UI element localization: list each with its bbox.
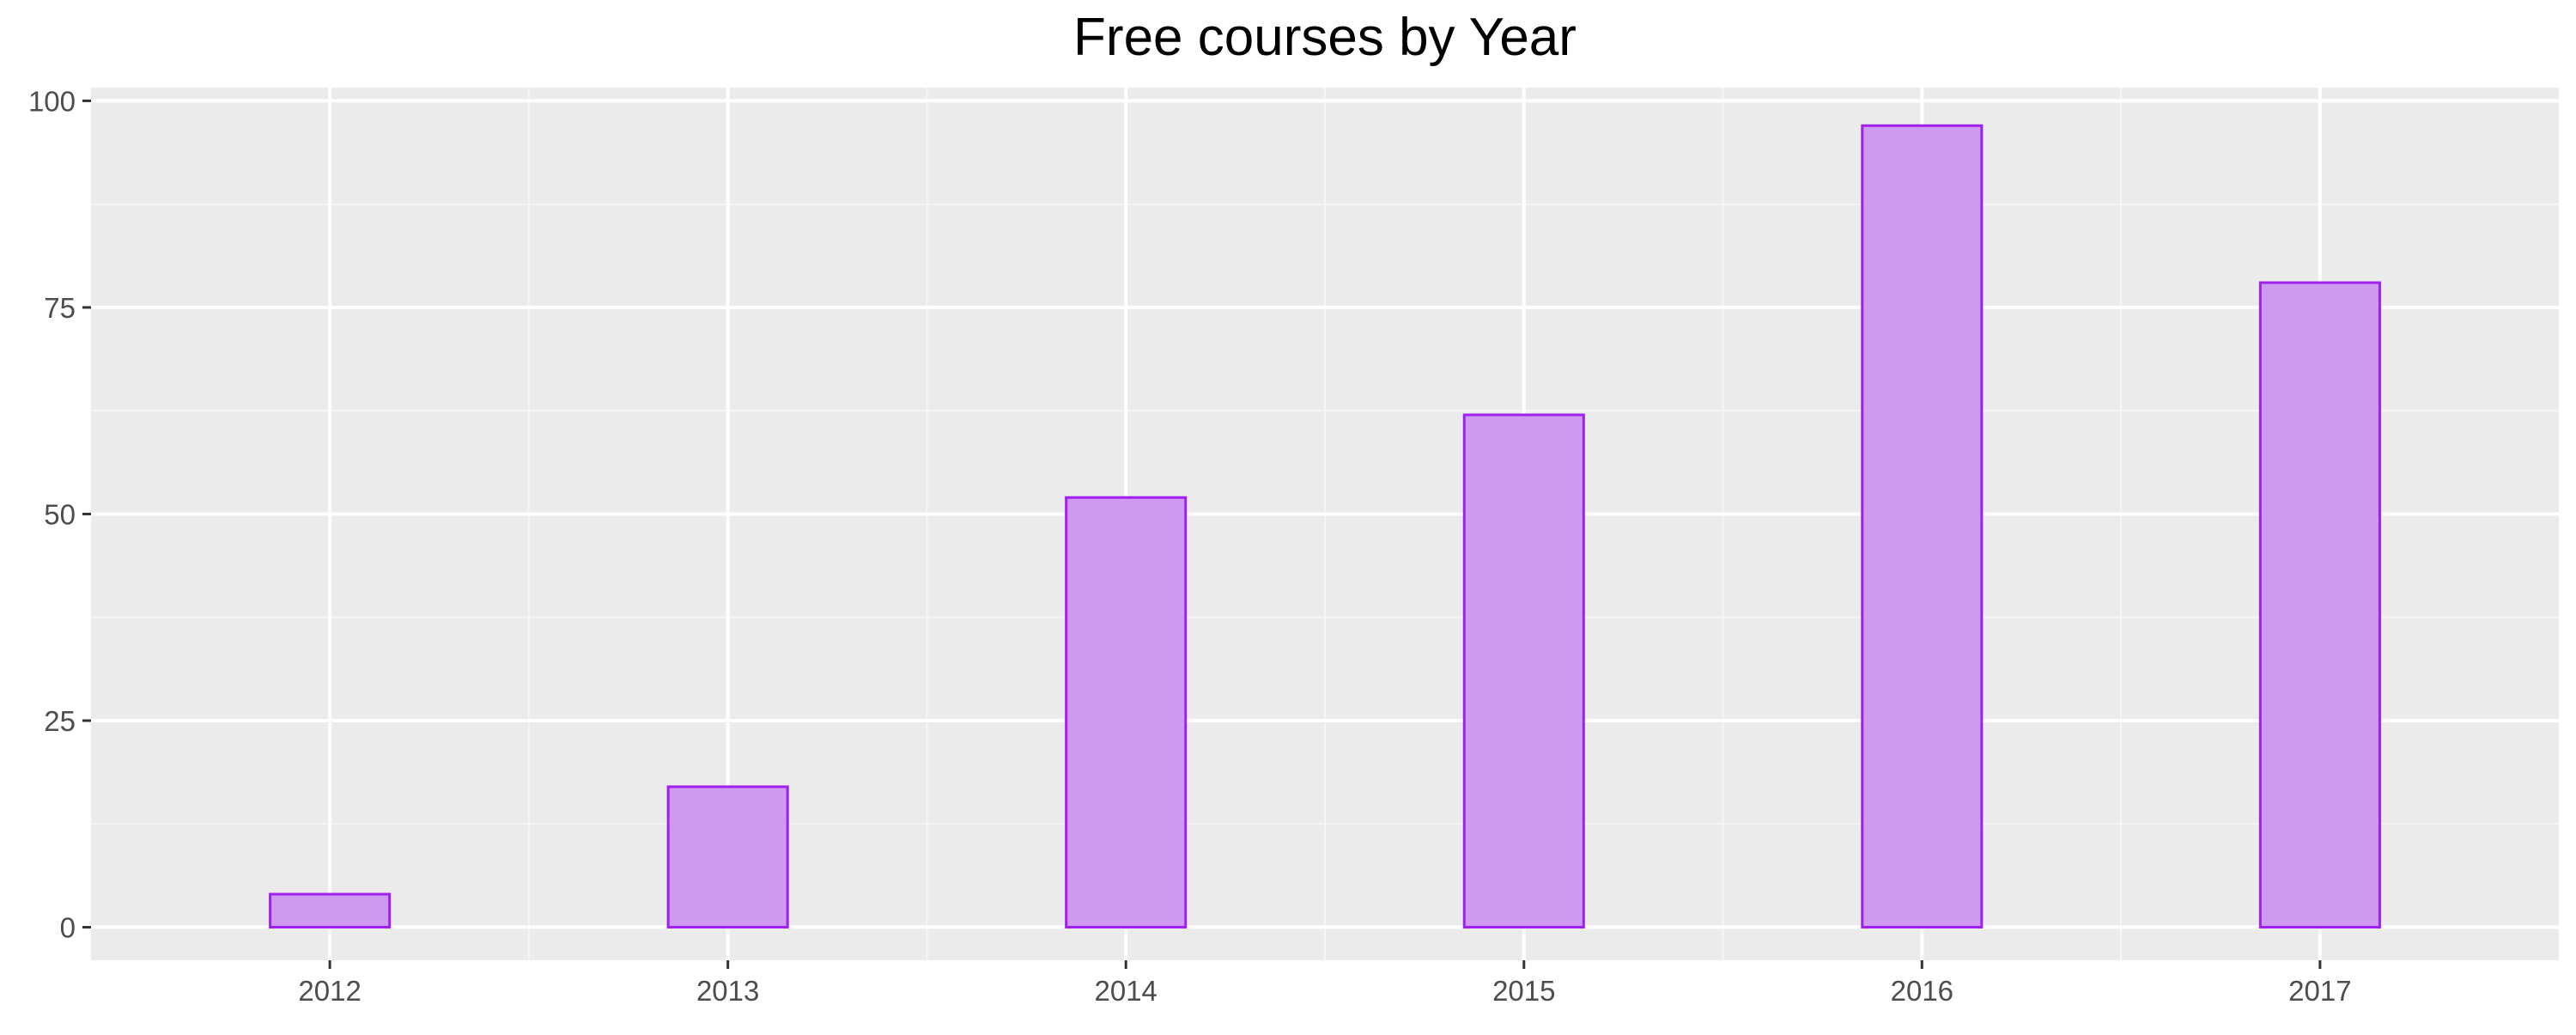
bar-2015 xyxy=(1462,413,1585,929)
y-axis: 0 25 50 75 100 xyxy=(28,85,91,944)
y-tick-label: 0 xyxy=(60,912,76,944)
y-tick-label: 50 xyxy=(44,498,76,530)
x-tick-label: 2013 xyxy=(696,975,759,1007)
bar-2016 xyxy=(1861,124,1984,929)
minor-gridlines-x xyxy=(527,88,2123,960)
bar-2017 xyxy=(2258,281,2381,929)
bar-2013 xyxy=(666,785,789,929)
x-tick-label: 2012 xyxy=(298,975,361,1007)
x-tick-label: 2014 xyxy=(1095,975,1157,1007)
bars xyxy=(269,124,2381,929)
y-tick-label: 75 xyxy=(44,292,76,324)
x-tick-label: 2015 xyxy=(1492,975,1555,1007)
y-tick-label: 25 xyxy=(44,705,76,737)
bar-2014 xyxy=(1065,496,1188,929)
x-axis: 2012 2013 2014 2015 2016 2017 xyxy=(298,960,2352,1007)
bar-2012 xyxy=(269,892,392,929)
chart-title: Free courses by Year xyxy=(1073,8,1577,67)
x-tick-label: 2016 xyxy=(1891,975,1953,1007)
y-tick-label: 100 xyxy=(28,85,76,117)
major-gridlines-y xyxy=(91,99,2559,929)
x-tick-label: 2017 xyxy=(2288,975,2351,1007)
